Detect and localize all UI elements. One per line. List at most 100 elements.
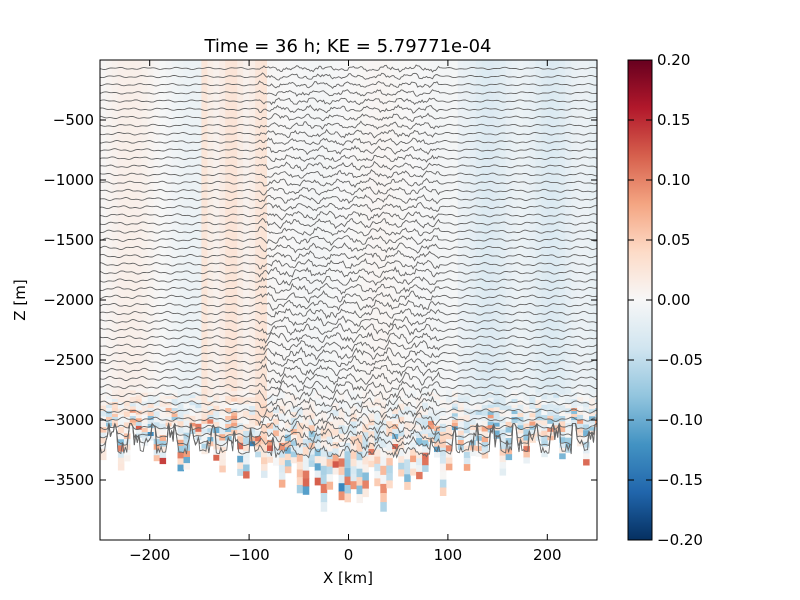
field-cell bbox=[308, 454, 316, 461]
field-cell bbox=[457, 430, 465, 436]
isopycnal-line bbox=[100, 403, 597, 419]
field-cell bbox=[416, 438, 423, 446]
isopycnal-line bbox=[100, 201, 597, 213]
field-cell bbox=[386, 406, 393, 415]
field-cell bbox=[362, 408, 369, 417]
field-cell bbox=[344, 392, 351, 402]
field-cell bbox=[314, 441, 322, 450]
field-cell bbox=[171, 405, 179, 409]
field-cell bbox=[302, 470, 310, 479]
field-cell bbox=[249, 432, 256, 438]
field-cell bbox=[392, 419, 399, 425]
field-cell bbox=[571, 387, 578, 391]
field-cell bbox=[141, 414, 149, 420]
field-cell bbox=[517, 388, 524, 393]
field-cell bbox=[243, 410, 250, 418]
field-cell bbox=[338, 466, 346, 476]
field-cell bbox=[368, 419, 375, 426]
field-cell bbox=[517, 425, 524, 430]
field-cell bbox=[553, 390, 560, 395]
field-cell bbox=[267, 412, 274, 419]
field-cell bbox=[117, 402, 125, 409]
field-cell bbox=[255, 384, 262, 390]
field-cell bbox=[577, 410, 584, 416]
field-cell bbox=[487, 421, 495, 426]
field-cell bbox=[416, 451, 423, 459]
field-cell bbox=[153, 416, 161, 423]
field-cell bbox=[326, 444, 334, 453]
field-cell bbox=[463, 433, 471, 440]
field-cell bbox=[189, 412, 196, 417]
field-cell bbox=[547, 427, 554, 433]
field-cell bbox=[278, 384, 286, 392]
field-cell bbox=[404, 406, 411, 415]
field-cell bbox=[416, 384, 423, 392]
field-cell bbox=[457, 440, 465, 446]
field-cell bbox=[523, 395, 530, 402]
field-cell bbox=[153, 444, 161, 451]
field-cell bbox=[326, 391, 334, 400]
field-cell bbox=[302, 399, 310, 409]
field-cell bbox=[219, 427, 226, 435]
field-cell bbox=[147, 392, 155, 397]
field-cell bbox=[314, 470, 322, 479]
field-cell bbox=[106, 414, 113, 418]
field-cell bbox=[261, 424, 268, 432]
field-cell bbox=[171, 390, 179, 394]
isopycnal-line bbox=[100, 89, 597, 97]
field-cell bbox=[350, 466, 357, 475]
field-cell bbox=[135, 399, 143, 404]
field-cell bbox=[147, 388, 155, 393]
field-cell bbox=[135, 406, 143, 412]
field-column bbox=[463, 60, 471, 384]
field-cell bbox=[475, 420, 483, 426]
field-cell bbox=[189, 422, 196, 427]
field-cell bbox=[517, 433, 524, 439]
field-cell bbox=[213, 443, 220, 450]
field-cell bbox=[571, 420, 578, 424]
isopycnal-line bbox=[100, 185, 597, 196]
field-cell bbox=[111, 390, 119, 394]
field-cell bbox=[195, 384, 202, 389]
field-cell bbox=[255, 404, 262, 411]
field-cell bbox=[261, 450, 268, 458]
field-cell bbox=[374, 427, 381, 436]
field-cell bbox=[547, 411, 554, 417]
field-cell bbox=[481, 452, 489, 459]
field-cell bbox=[559, 384, 566, 390]
field-cell bbox=[326, 459, 334, 468]
field-cell bbox=[231, 398, 238, 403]
field-cell bbox=[249, 406, 256, 411]
field-cell bbox=[362, 440, 369, 449]
field-cell bbox=[219, 465, 226, 473]
field-cell bbox=[177, 384, 184, 391]
field-cell bbox=[100, 389, 107, 396]
field-cell bbox=[106, 387, 113, 391]
field-cell bbox=[153, 455, 161, 462]
field-column bbox=[195, 60, 202, 384]
field-cell bbox=[439, 455, 447, 465]
field-cell bbox=[583, 424, 590, 431]
field-cell bbox=[481, 410, 489, 417]
field-cell bbox=[302, 486, 310, 495]
field-cell bbox=[439, 399, 447, 409]
field-cell bbox=[213, 405, 220, 412]
field-cell bbox=[368, 395, 375, 403]
field-cell bbox=[571, 408, 578, 412]
field-cell bbox=[183, 450, 190, 458]
field-cell bbox=[439, 439, 447, 449]
field-cell bbox=[374, 478, 381, 487]
field-cell bbox=[326, 466, 334, 475]
field-cell bbox=[332, 454, 340, 462]
field-cell bbox=[189, 426, 196, 431]
field-cell bbox=[207, 419, 214, 425]
field-cell bbox=[451, 390, 459, 395]
field-cell bbox=[493, 403, 501, 408]
field-cell bbox=[410, 423, 417, 431]
isopycnal-line bbox=[100, 395, 597, 410]
field-cell bbox=[296, 407, 304, 416]
isopycnal-line bbox=[100, 177, 597, 189]
field-cell bbox=[481, 399, 489, 406]
field-cell bbox=[434, 394, 441, 401]
field-cell bbox=[529, 434, 536, 439]
